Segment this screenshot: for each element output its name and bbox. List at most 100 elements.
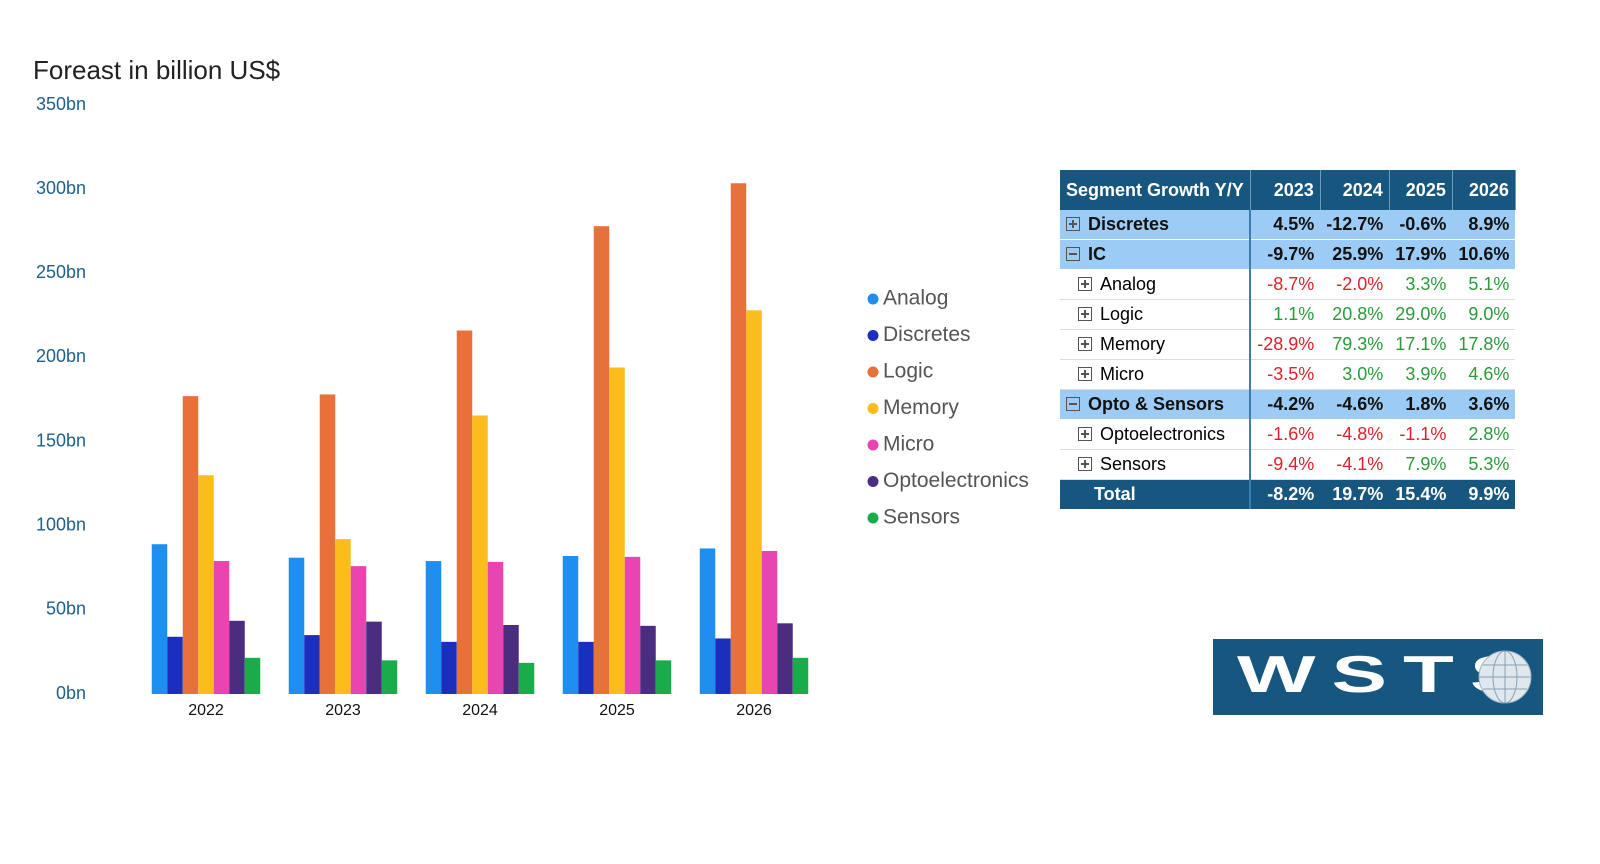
bar — [198, 475, 214, 694]
row-label: Sensors — [1060, 449, 1252, 480]
table-header: Segment Growth Y/Y 2023 2024 2025 2026 — [1060, 170, 1516, 210]
row-label: Opto & Sensors — [1060, 389, 1252, 420]
growth-cell: 15.4% — [1389, 479, 1453, 509]
growth-cell: 17.1% — [1389, 329, 1453, 360]
table-row: Optoelectronics -1.6% -4.8% -1.1% 2.8% — [1060, 419, 1516, 450]
growth-cell: -12.7% — [1320, 210, 1390, 240]
growth-cell: 4.6% — [1452, 359, 1516, 390]
legend-label: Discretes — [883, 323, 971, 346]
growth-table: Segment Growth Y/Y 2023 2024 2025 2026 Discre… — [1060, 170, 1516, 509]
bar — [472, 415, 488, 694]
growth-cell: 29.0% — [1389, 299, 1453, 330]
growth-cell: -4.2% — [1250, 389, 1321, 420]
growth-cell: -8.2% — [1250, 479, 1321, 509]
bar — [777, 623, 793, 694]
row-label-text: IC — [1088, 244, 1106, 264]
expand-icon — [1078, 367, 1092, 381]
expand-icon — [1078, 337, 1092, 351]
row-label-text: Total — [1094, 484, 1136, 504]
growth-cell: 2.8% — [1452, 419, 1516, 450]
bar — [304, 635, 320, 694]
growth-cell: 25.9% — [1320, 239, 1390, 270]
expand-icon — [1078, 277, 1092, 291]
logo: WSTS — [1213, 639, 1543, 715]
bar — [640, 625, 656, 694]
row-label: Analog — [1060, 269, 1252, 300]
header-cell: 2024 — [1320, 170, 1390, 210]
growth-cell: -1.6% — [1250, 419, 1321, 450]
growth-cell: -3.5% — [1250, 359, 1321, 390]
bar — [746, 310, 762, 694]
bar — [792, 657, 809, 694]
table-row: Memory -28.9% 79.3% 17.1% 17.8% — [1060, 329, 1516, 360]
expand-icon — [1078, 307, 1092, 321]
row-label: IC — [1060, 239, 1252, 270]
legend-marker — [867, 476, 879, 487]
legend-marker — [867, 366, 879, 378]
header-cell: Segment Growth Y/Y — [1060, 170, 1251, 210]
growth-cell: 9.0% — [1452, 299, 1516, 330]
x-tick-label: 2026 — [736, 702, 772, 719]
legend-marker — [867, 293, 879, 305]
y-tick-label: 250bn — [36, 262, 86, 282]
growth-cell: -4.8% — [1320, 419, 1390, 450]
x-tick-label: 2025 — [599, 702, 635, 719]
growth-cell: 10.6% — [1452, 239, 1516, 270]
x-tick-label: 2023 — [325, 702, 361, 719]
table-row: IC -9.7% 25.9% 17.9% 10.6% — [1060, 239, 1516, 270]
table-row: Total -8.2% 19.7% 15.4% 9.9% — [1060, 479, 1516, 509]
legend-label: Optoelectronics — [883, 469, 1029, 492]
growth-cell: -4.1% — [1320, 449, 1390, 480]
bar — [319, 394, 336, 694]
bar — [425, 561, 442, 694]
bar — [655, 660, 672, 694]
bar — [562, 556, 579, 694]
row-label: Logic — [1060, 299, 1252, 330]
row-label: Memory — [1060, 329, 1252, 360]
legend-marker — [867, 403, 879, 414]
table-row: Logic 1.1% 20.8% 29.0% 9.0% — [1060, 299, 1516, 330]
header-cell: 2023 — [1250, 170, 1321, 210]
growth-cell: 79.3% — [1320, 329, 1390, 360]
growth-cell: 17.9% — [1389, 239, 1453, 270]
expand-icon — [1078, 457, 1092, 471]
x-tick-label: 2022 — [188, 702, 224, 719]
row-label: Micro — [1060, 359, 1252, 390]
bar — [487, 561, 504, 694]
legend-label: Micro — [883, 433, 934, 456]
growth-cell: -28.9% — [1250, 329, 1321, 360]
row-label: Optoelectronics — [1060, 419, 1252, 450]
chart: Foreast in billion US$ 0bn 50bn 100bn 150bn… — [33, 55, 1029, 719]
growth-cell: 7.9% — [1389, 449, 1453, 480]
row-label: Discretes — [1060, 210, 1252, 240]
growth-cell: -4.6% — [1320, 389, 1390, 420]
bar — [167, 636, 183, 694]
y-tick-label: 100bn — [36, 514, 86, 534]
growth-cell: 3.3% — [1389, 269, 1453, 300]
y-tick-label: 50bn — [46, 599, 86, 619]
bar — [503, 625, 519, 694]
table-row: Micro -3.5% 3.0% 3.9% 4.6% — [1060, 359, 1516, 390]
bar — [578, 641, 594, 694]
row-label-text: Logic — [1100, 304, 1144, 324]
row-label-text: Optoelectronics — [1100, 424, 1226, 444]
growth-cell: 8.9% — [1452, 210, 1516, 240]
y-tick-label: 300bn — [36, 178, 86, 198]
bar — [381, 660, 398, 694]
row-label-text: Discretes — [1088, 214, 1170, 234]
growth-cell: 1.8% — [1389, 389, 1453, 420]
growth-cell: 19.7% — [1320, 479, 1390, 509]
bar — [624, 556, 641, 694]
expand-icon — [1066, 397, 1080, 411]
header-cell: 2025 — [1389, 170, 1453, 210]
growth-cell: -9.4% — [1250, 449, 1321, 480]
bar — [730, 183, 747, 694]
logo-globe — [1478, 650, 1532, 704]
bar — [715, 638, 731, 694]
bar — [518, 662, 535, 694]
y-tick-label: 200bn — [36, 346, 86, 366]
row-label: Total — [1060, 479, 1252, 509]
bar — [761, 550, 778, 694]
bar — [350, 566, 367, 694]
